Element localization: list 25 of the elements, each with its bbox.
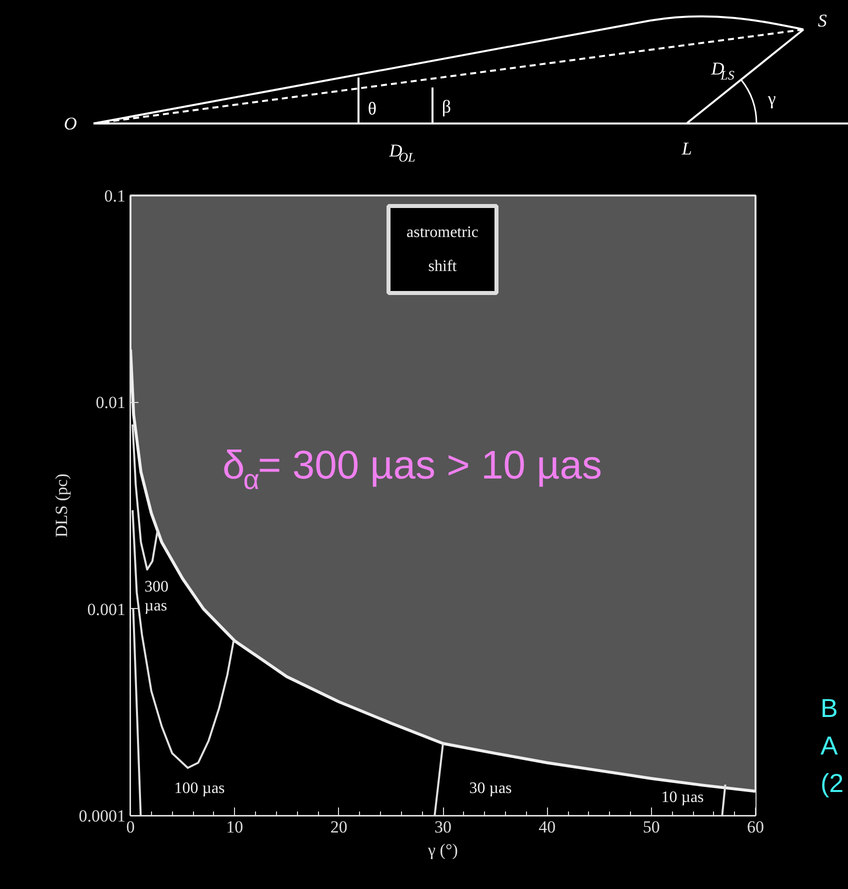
- x-tick-label: 20: [330, 818, 348, 836]
- x-axis-title: γ (°): [427, 840, 458, 860]
- y-tick-label: 0.001: [87, 600, 126, 619]
- x-tick-label: 50: [642, 818, 660, 836]
- x-tick-label: 30: [434, 818, 452, 836]
- text: γ: [766, 88, 776, 108]
- annotation: astrometric shift: [406, 224, 478, 275]
- annotation: 10 µas: [661, 789, 704, 806]
- y-tick-label: 0.0001: [78, 806, 126, 826]
- x-tick-label: 0: [126, 818, 135, 836]
- annotation: 100 µas: [174, 780, 225, 797]
- annotation: 30 µas: [469, 780, 512, 797]
- y-tick-label: 0.1: [104, 186, 126, 206]
- text: β: [442, 96, 451, 116]
- text: B A (2: [820, 693, 844, 798]
- text: S: [818, 10, 827, 30]
- text: θ: [368, 98, 376, 118]
- y-tick-label: 0.01: [96, 393, 126, 412]
- text: L: [680, 138, 692, 158]
- x-tick-label: 60: [747, 818, 764, 836]
- annotation: 300 µas: [144, 578, 168, 614]
- x-tick-label: 10: [226, 818, 244, 836]
- y-axis-title: DLS (pc): [52, 474, 71, 538]
- text: O: [64, 114, 77, 134]
- x-tick-label: 40: [538, 818, 556, 836]
